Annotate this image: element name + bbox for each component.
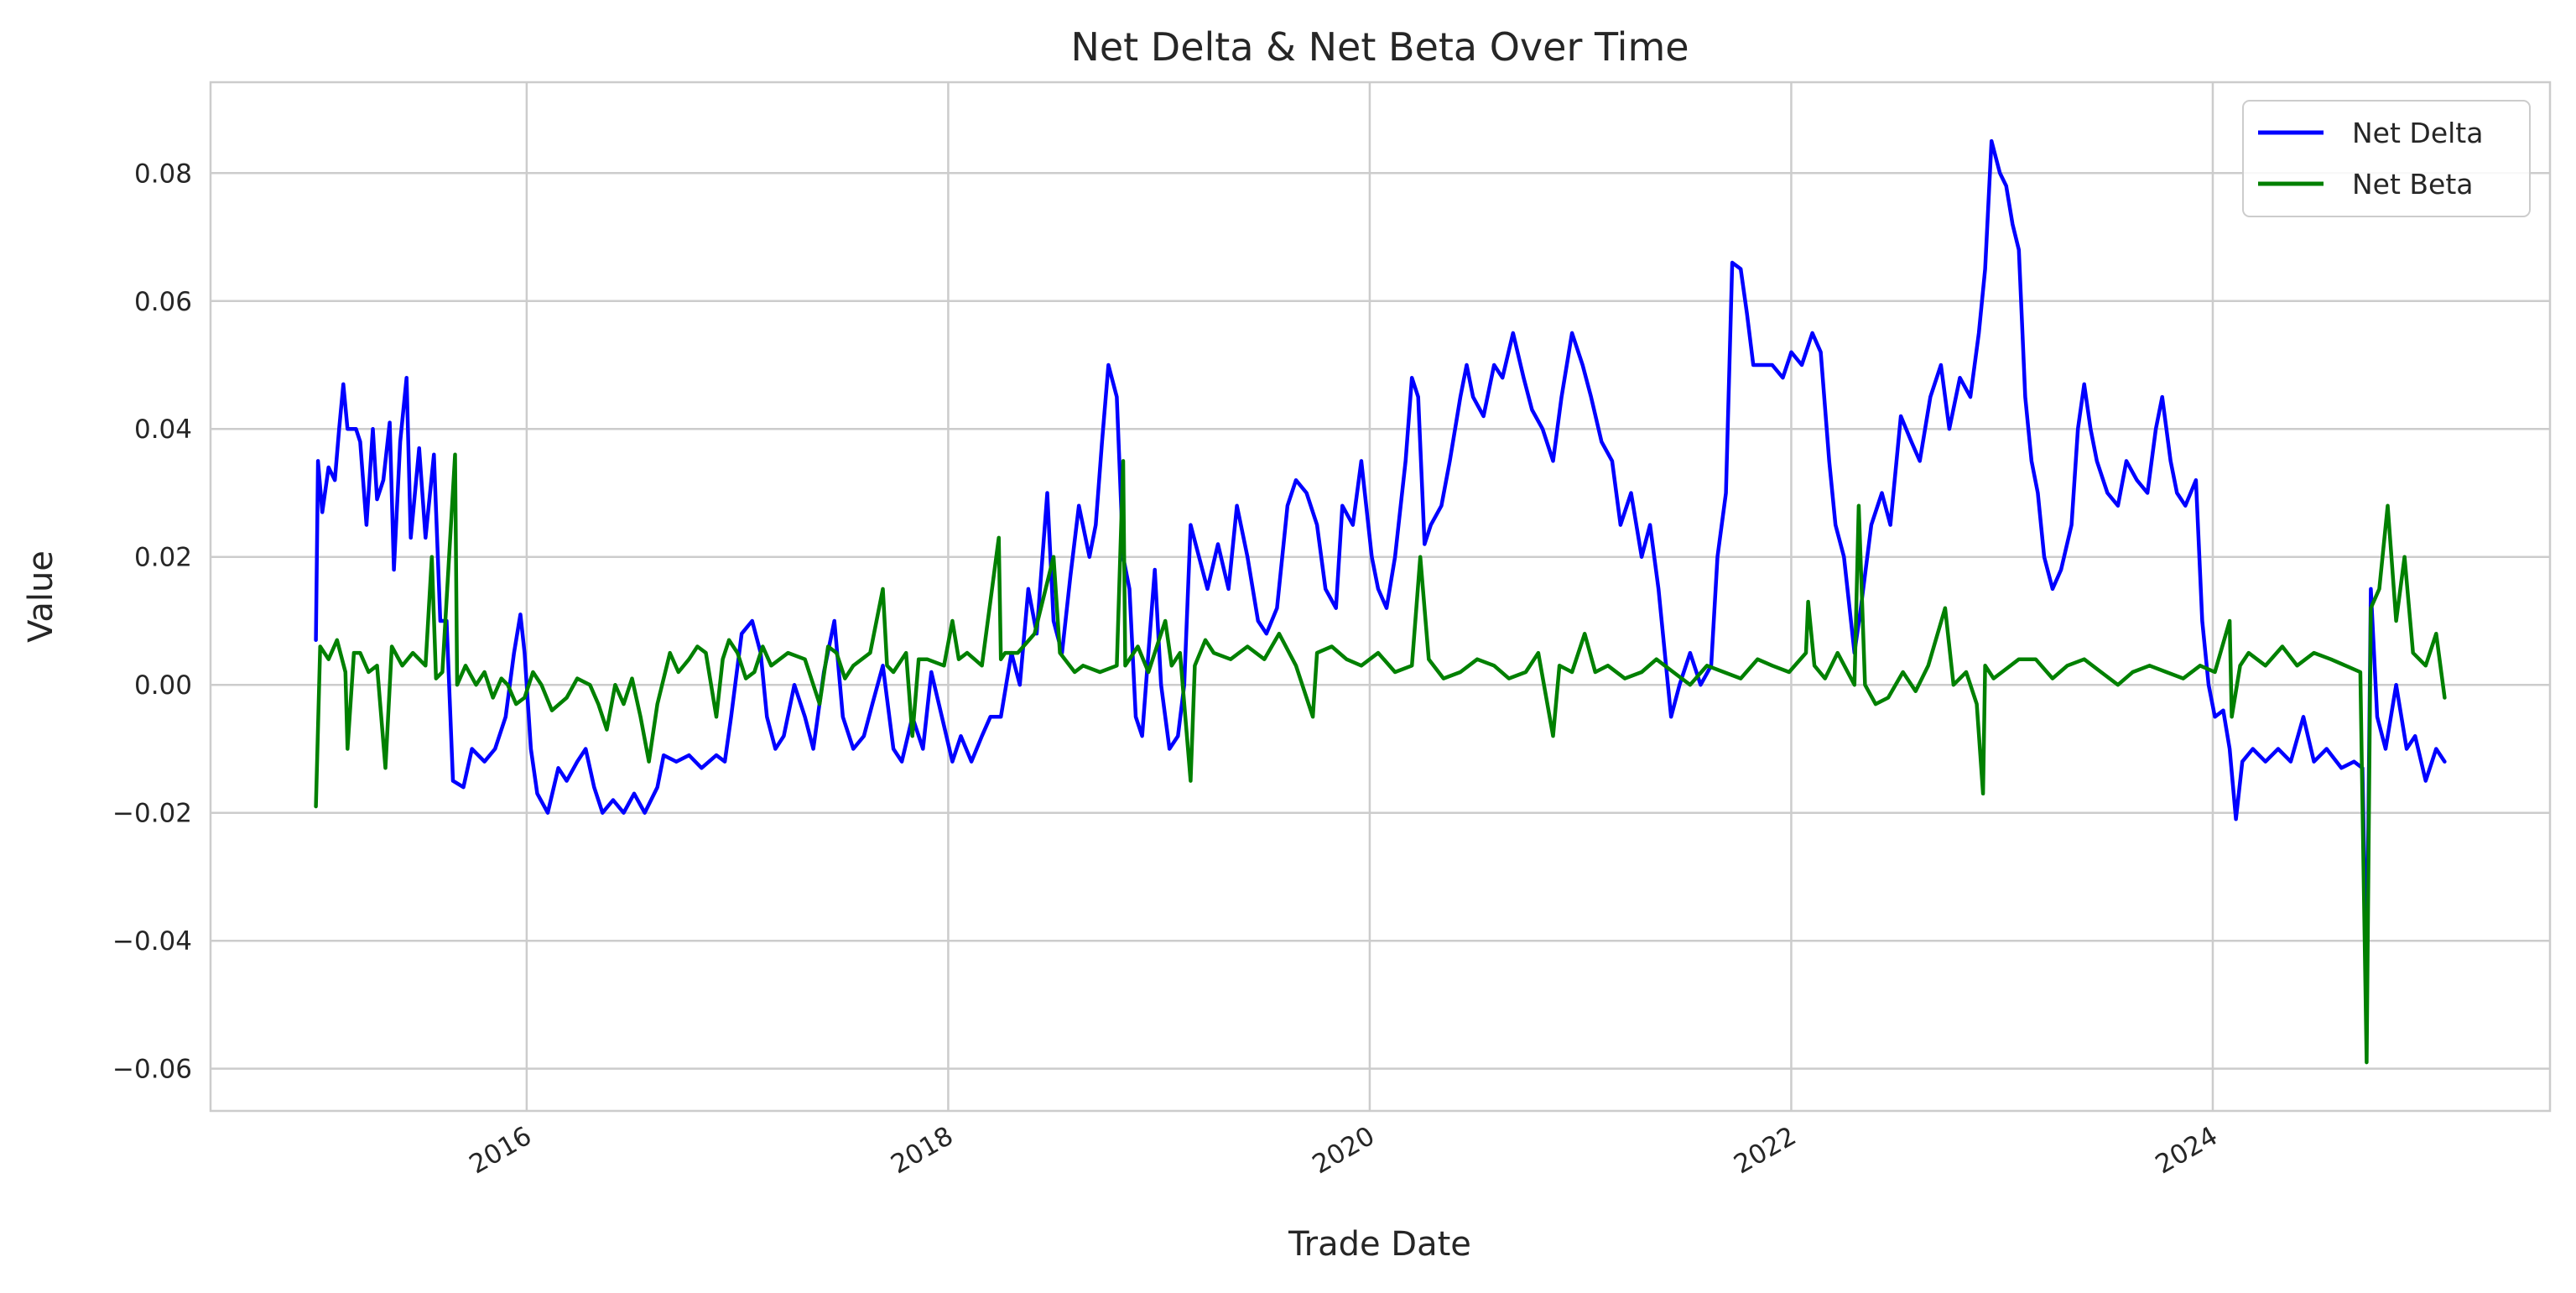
y-tick-label: 0.02: [134, 543, 192, 573]
y-tick-label: 0.04: [134, 414, 192, 445]
plot-frame: [209, 81, 2552, 1113]
y-tick-label: 0.08: [134, 159, 192, 189]
series-group: [314, 138, 2447, 1065]
grid: [211, 82, 2550, 1111]
series-line-net-delta: [314, 138, 2447, 988]
chart-title: Net Delta & Net Beta Over Time: [1070, 24, 1689, 70]
y-tick-label: 0.06: [134, 287, 192, 317]
x-axis-label: Trade Date: [1288, 1225, 1471, 1264]
y-tick-label: −0.06: [112, 1055, 192, 1085]
y-tick-label: −0.02: [112, 799, 192, 829]
y-tick-label: −0.04: [112, 926, 192, 957]
legend-label-net-delta: Net Delta: [2352, 117, 2483, 149]
legend-box: [2242, 100, 2531, 217]
legend-label-net-beta: Net Beta: [2352, 168, 2474, 201]
y-tick-labels: −0.06 −0.04 −0.02 0.00 0.02 0.04 0.06 0.08: [112, 159, 192, 1084]
y-axis-label: Value: [22, 550, 60, 643]
legend: Net Delta Net Beta: [2242, 100, 2531, 217]
y-tick-label: 0.00: [134, 670, 192, 701]
series-line-net-beta: [314, 452, 2447, 1065]
